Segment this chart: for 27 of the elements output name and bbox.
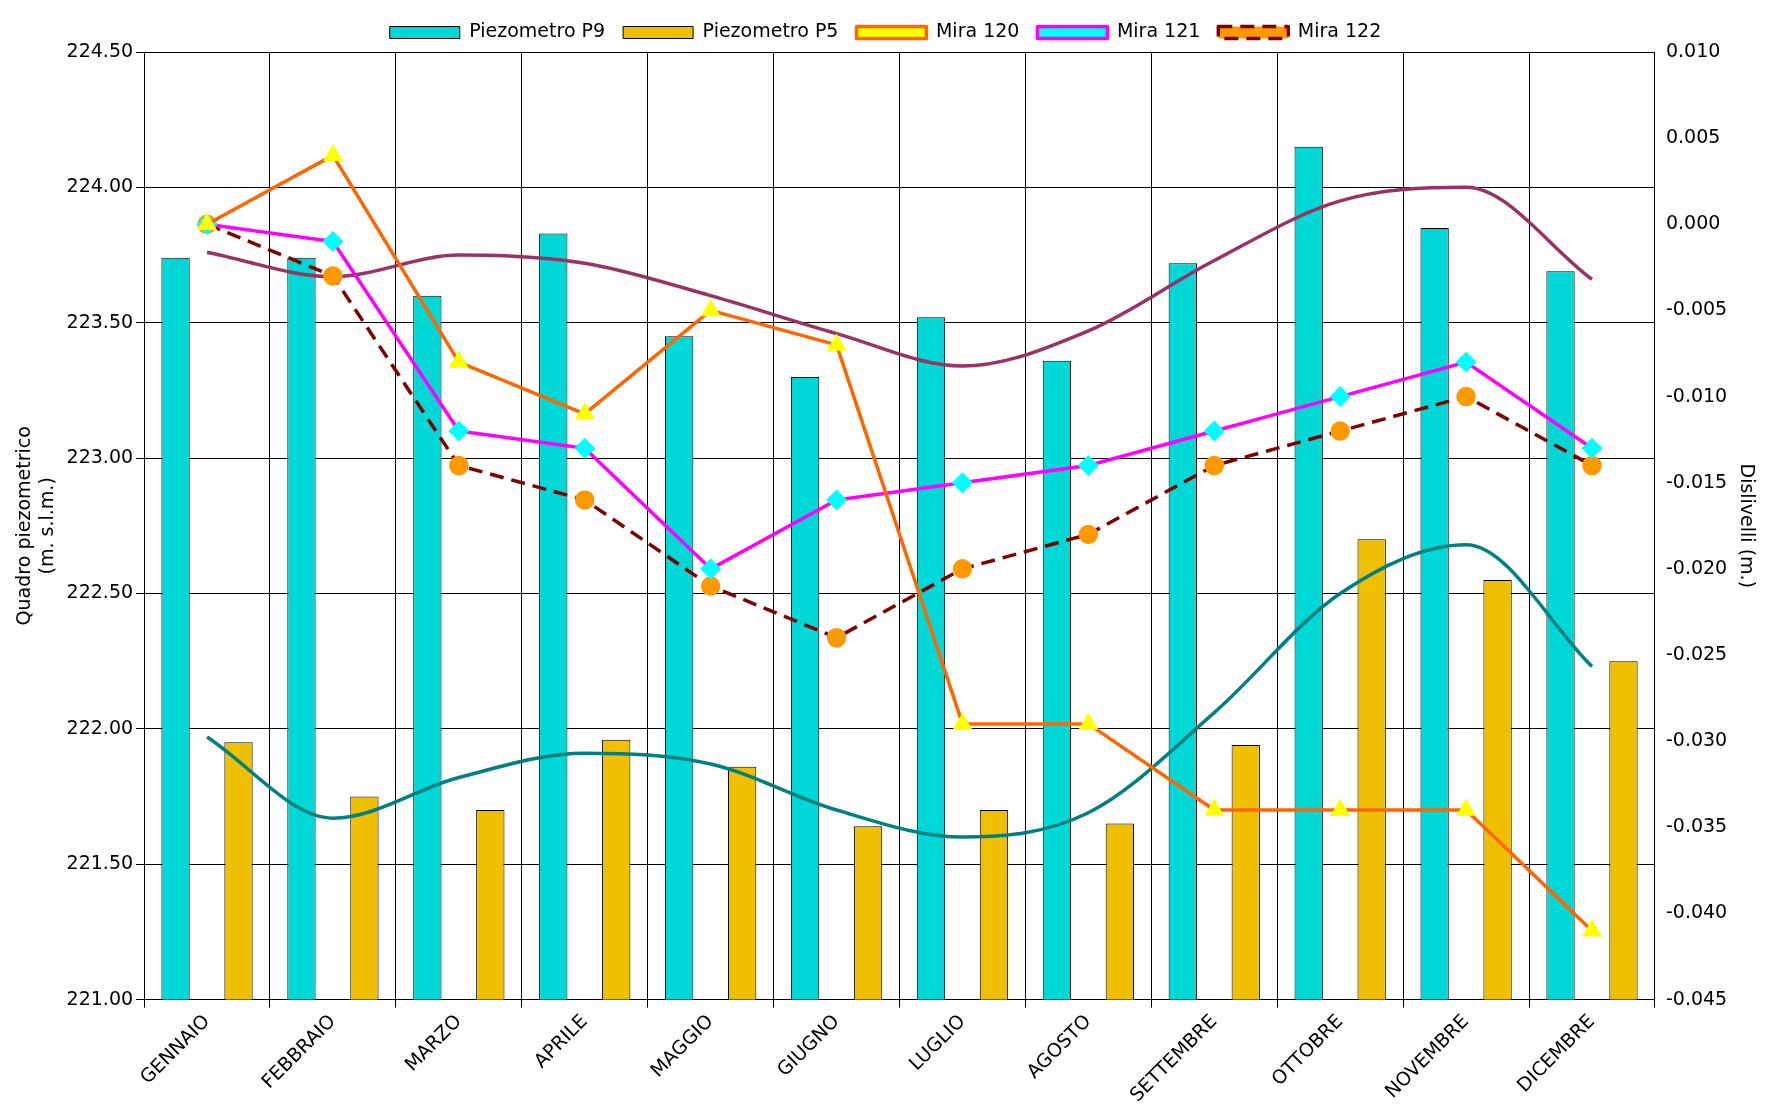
y2-tick-label: -0.025: [1665, 641, 1728, 664]
legend-label: Piezometro P9: [469, 19, 606, 42]
y2-tick-label: -0.015: [1665, 469, 1728, 492]
y-tick-label: 223.50: [66, 309, 134, 332]
legend-label: Mira 121: [1116, 19, 1201, 42]
y2-tick-label: -0.020: [1665, 555, 1728, 578]
y2-tick-label: -0.005: [1665, 297, 1728, 320]
y-tick-label: 222.00: [66, 715, 134, 738]
y2-tick-label: -0.010: [1665, 383, 1728, 406]
y2-axis-title: Dislivelli (m.): [1736, 463, 1759, 589]
y2-tick-label: 0.005: [1665, 125, 1721, 148]
y2-tick-label: -0.030: [1665, 728, 1728, 751]
y-tick-label: 221.50: [66, 851, 134, 874]
legend-label: Mira 120: [935, 19, 1020, 42]
y-tick-label: 222.50: [66, 580, 134, 603]
y-axis-title: Quadro piezometrico (m. s.l.m.): [12, 426, 58, 626]
y2-tick-label: -0.045: [1665, 986, 1728, 1009]
y2-tick-label: -0.035: [1665, 814, 1728, 837]
legend-label: Piezometro P5: [702, 19, 839, 42]
y-tick-label: 221.00: [66, 986, 134, 1009]
y-tick-label: 223.00: [66, 445, 134, 468]
y-tick-label: 224.00: [66, 174, 134, 197]
y2-tick-label: 0.010: [1665, 38, 1721, 61]
y2-tick-label: -0.040: [1665, 900, 1728, 923]
y2-tick-label: 0.000: [1665, 211, 1721, 234]
y-tick-label: 224.50: [66, 38, 134, 61]
legend-label: Mira 122: [1297, 19, 1382, 42]
